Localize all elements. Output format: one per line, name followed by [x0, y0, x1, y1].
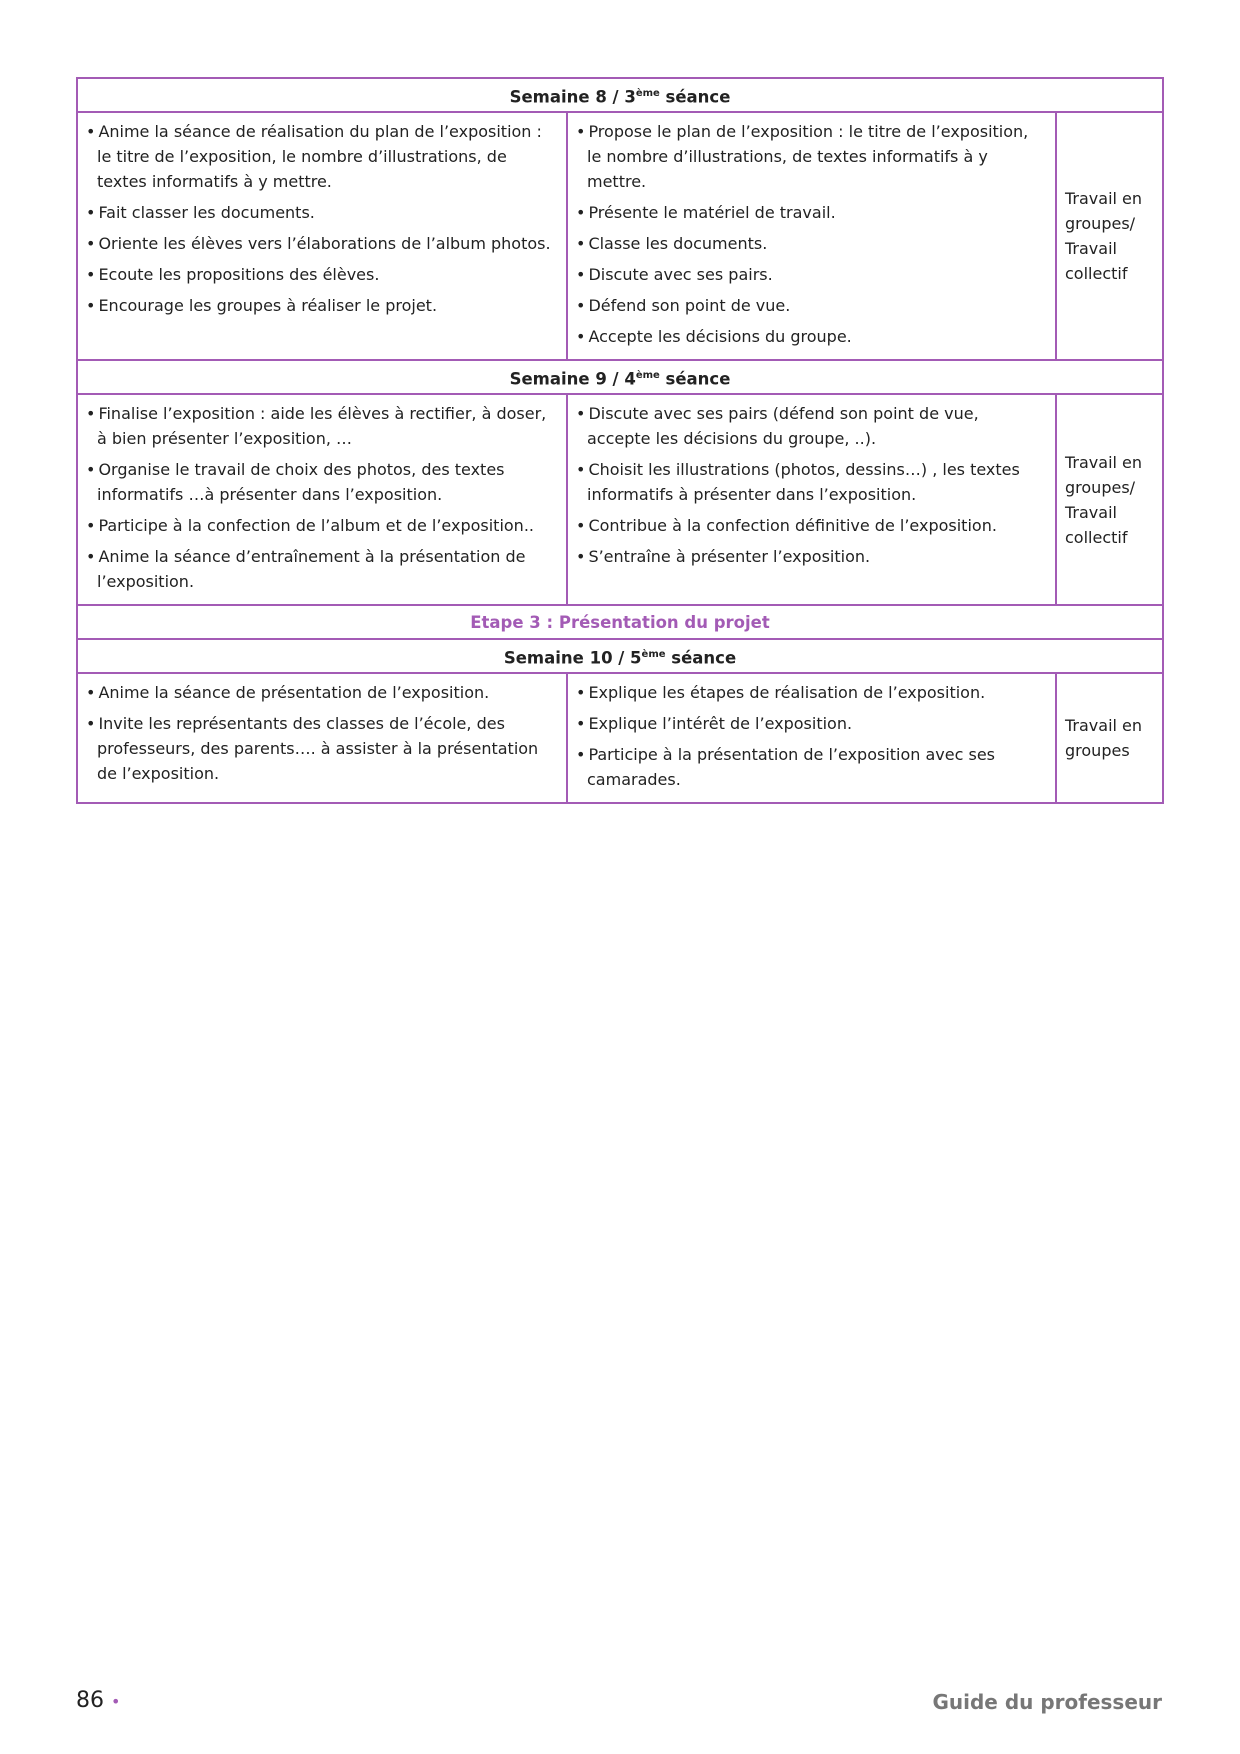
list-item: S’entraîne à présenter l’exposition. [576, 544, 1047, 569]
list-item: Organise le travail de choix des photos,… [86, 457, 558, 507]
list-item: Anime la séance de réalisation du plan d… [86, 119, 558, 194]
week-header-row: Semaine 9 / 4ème séance [76, 359, 1164, 395]
list-item: Classe les documents. [576, 231, 1047, 256]
work-mode: Travail en groupes/ Travail collectif [1055, 393, 1164, 606]
step-row: Etape 3 : Présentation du projet [76, 604, 1164, 640]
list-item: Discute avec ses pairs. [576, 262, 1047, 287]
footer-title: Guide du professeur [932, 1690, 1162, 1714]
bullet-dot: • [111, 1692, 121, 1711]
list-item: Accepte les décisions du groupe. [576, 324, 1047, 349]
list-item: Anime la séance de présentation de l’exp… [86, 680, 558, 705]
week-header: Semaine 10 / 5ème séance [76, 638, 1164, 674]
list-item: Ecoute les propositions des élèves. [86, 262, 558, 287]
week-header-row: Semaine 10 / 5ème séance [76, 638, 1164, 674]
list-item: Défend son point de vue. [576, 293, 1047, 318]
list-item: Contribue à la confection définitive de … [576, 513, 1047, 538]
list-item: Invite les représentants des classes de … [86, 711, 558, 786]
list-item: Fait classer les documents. [86, 200, 558, 225]
list-item: Explique les étapes de réalisation de l’… [576, 680, 1047, 705]
list-item: Présente le matériel de travail. [576, 200, 1047, 225]
teacher-activities: Finalise l’exposition : aide les élèves … [76, 393, 568, 606]
student-activities: Explique les étapes de réalisation de l’… [566, 672, 1057, 804]
week-header: Semaine 9 / 4ème séance [76, 359, 1164, 395]
student-activities: Discute avec ses pairs (défend son point… [566, 393, 1057, 606]
list-item: Encourage les groupes à réaliser le proj… [86, 293, 558, 318]
list-item: Choisit les illustrations (photos, dessi… [576, 457, 1047, 507]
list-item: Anime la séance d’entraînement à la prés… [86, 544, 558, 594]
list-item: Oriente les élèves vers l’élaborations d… [86, 231, 558, 256]
teacher-activities: Anime la séance de réalisation du plan d… [76, 111, 568, 361]
list-item: Explique l’intérêt de l’exposition. [576, 711, 1047, 736]
page-number: 86 • [76, 1688, 121, 1713]
work-mode: Travail en groupes [1055, 672, 1164, 804]
week-header-row: Semaine 8 / 3ème séance [76, 77, 1164, 113]
list-item: Participe à la confection de l’album et … [86, 513, 558, 538]
content-row: Anime la séance de présentation de l’exp… [76, 672, 1164, 804]
list-item: Finalise l’exposition : aide les élèves … [86, 401, 558, 451]
week-header: Semaine 8 / 3ème séance [76, 77, 1164, 113]
step-title: Etape 3 : Présentation du projet [76, 604, 1164, 640]
student-activities: Propose le plan de l’exposition : le tit… [566, 111, 1057, 361]
list-item: Propose le plan de l’exposition : le tit… [576, 119, 1047, 194]
work-mode: Travail en groupes/ Travail collectif [1055, 111, 1164, 361]
list-item: Participe à la présentation de l’exposit… [576, 742, 1047, 792]
content-row: Anime la séance de réalisation du plan d… [76, 111, 1164, 361]
list-item: Discute avec ses pairs (défend son point… [576, 401, 1047, 451]
content-row: Finalise l’exposition : aide les élèves … [76, 393, 1164, 606]
teacher-activities: Anime la séance de présentation de l’exp… [76, 672, 568, 804]
session-table: Semaine 8 / 3ème séance Anime la séance … [76, 77, 1164, 804]
